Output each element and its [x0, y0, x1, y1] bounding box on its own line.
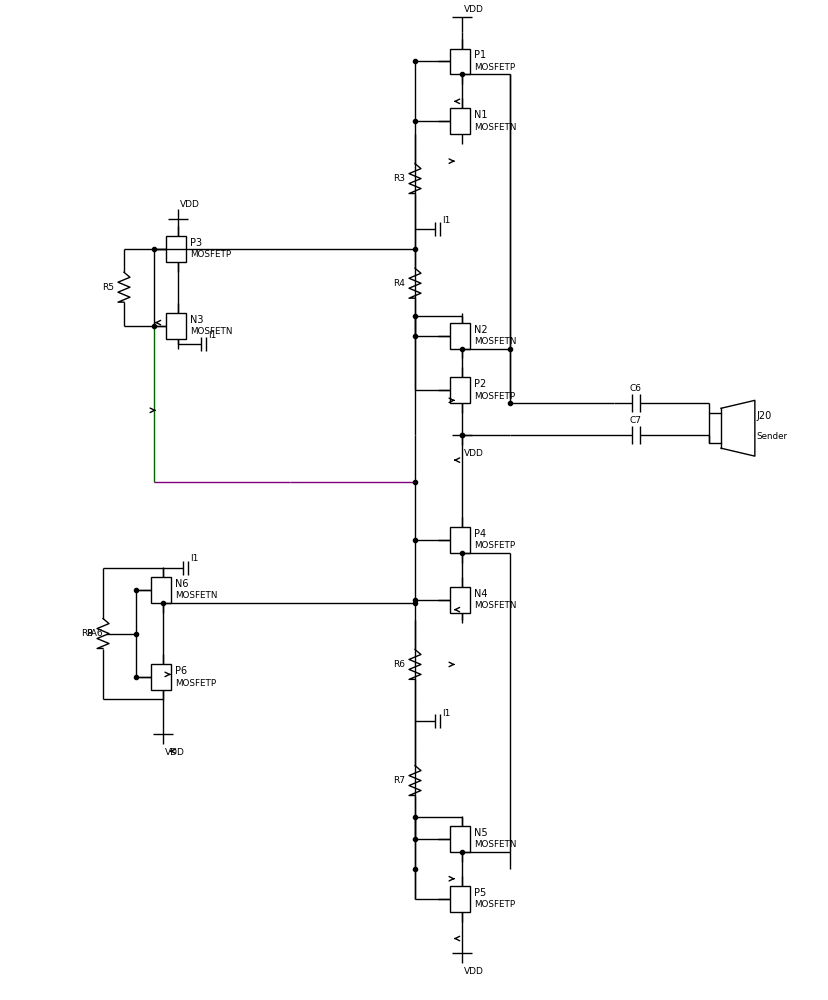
- Text: MOSFETN: MOSFETN: [474, 840, 516, 849]
- Text: MOSFETN: MOSFETN: [474, 337, 516, 346]
- Text: P4: P4: [474, 529, 485, 539]
- Bar: [450, 886, 469, 912]
- Text: VDD: VDD: [464, 967, 483, 976]
- Bar: [450, 108, 469, 134]
- Text: N2: N2: [474, 325, 487, 335]
- Text: MOSFETP: MOSFETP: [474, 392, 514, 401]
- Text: P1: P1: [474, 50, 485, 60]
- Bar: [450, 587, 469, 613]
- Text: P5: P5: [474, 888, 485, 898]
- Text: P6: P6: [175, 666, 186, 676]
- Text: VDD: VDD: [464, 5, 483, 14]
- Text: N6: N6: [175, 579, 188, 589]
- Bar: [450, 377, 469, 403]
- Text: MOSFETP: MOSFETP: [175, 679, 215, 688]
- Text: PA6: PA6: [86, 629, 103, 638]
- Text: MOSFETP: MOSFETP: [190, 250, 231, 259]
- Text: MOSFETP: MOSFETP: [474, 900, 514, 909]
- Text: R4: R4: [392, 279, 405, 288]
- Bar: [166, 236, 185, 262]
- Text: P2: P2: [474, 379, 485, 389]
- Text: VDD: VDD: [165, 748, 185, 757]
- Text: Sender: Sender: [756, 432, 787, 441]
- Text: MOSFETN: MOSFETN: [175, 591, 217, 600]
- Bar: [708, 413, 720, 443]
- Text: R5: R5: [102, 283, 114, 292]
- Text: N5: N5: [474, 828, 487, 838]
- Bar: [151, 577, 171, 603]
- Text: MOSFETN: MOSFETN: [190, 327, 232, 336]
- Text: l1: l1: [190, 554, 198, 563]
- Text: MOSFETN: MOSFETN: [474, 123, 516, 132]
- Bar: [450, 826, 469, 852]
- Text: R6: R6: [392, 660, 405, 669]
- Text: MOSFETP: MOSFETP: [474, 541, 514, 550]
- Text: N3: N3: [190, 315, 203, 325]
- Text: R7: R7: [392, 776, 405, 785]
- Text: J20: J20: [756, 411, 771, 421]
- Text: R8: R8: [81, 629, 93, 638]
- Bar: [166, 313, 185, 339]
- Text: N1: N1: [474, 110, 487, 120]
- Text: C7: C7: [628, 416, 641, 425]
- Text: C6: C6: [628, 384, 641, 393]
- Text: VDD: VDD: [464, 449, 483, 458]
- Text: R3: R3: [392, 174, 405, 183]
- Text: MOSFETN: MOSFETN: [474, 601, 516, 610]
- Text: N4: N4: [474, 589, 487, 599]
- Text: MOSFETP: MOSFETP: [474, 63, 514, 72]
- Text: VDD: VDD: [180, 200, 200, 209]
- Text: P3: P3: [190, 238, 202, 248]
- Bar: [151, 664, 171, 690]
- Text: l1: l1: [208, 331, 216, 340]
- Text: l1: l1: [441, 216, 450, 225]
- Text: l1: l1: [441, 709, 450, 718]
- Bar: [450, 527, 469, 553]
- Bar: [450, 49, 469, 74]
- Bar: [450, 323, 469, 349]
